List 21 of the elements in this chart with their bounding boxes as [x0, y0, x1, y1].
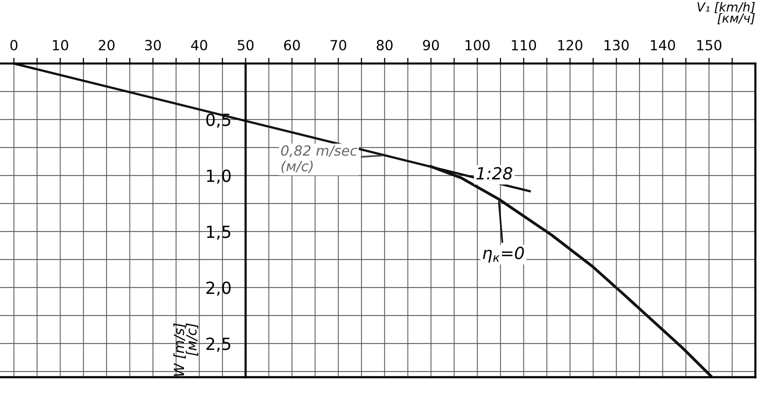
x-axis-title: V₁ [km/h] [км/ч] — [698, 2, 755, 24]
x-tick-label: 80 — [376, 40, 393, 50]
x-tick-label: 20 — [98, 40, 114, 50]
y-axis-title: W [m/s] [м/с] — [173, 323, 198, 376]
x-tick-label: 0 — [10, 40, 18, 50]
x-tick-label: 120 — [558, 40, 582, 50]
x-tick-label: 100 — [466, 40, 490, 50]
x-tick-label: 30 — [145, 40, 161, 50]
series-label: 1:28 — [476, 167, 512, 180]
x-tick-label: 130 — [604, 40, 629, 50]
x-tick-label: 40 — [191, 40, 208, 50]
x-tick-label: 60 — [284, 40, 300, 50]
x-tick-label: 140 — [650, 40, 676, 50]
x-tick-label: 110 — [512, 40, 536, 50]
x-tick-label: 70 — [330, 40, 346, 50]
x-tick-label: 150 — [697, 40, 722, 50]
series-label: η$_{к}$=0 — [482, 246, 524, 263]
x-tick-label: 50 — [238, 40, 254, 50]
annotation: 0,82 m/sec (м/с) — [281, 145, 358, 173]
x-tick-label: 90 — [423, 40, 439, 50]
x-tick-label: 10 — [52, 40, 68, 50]
